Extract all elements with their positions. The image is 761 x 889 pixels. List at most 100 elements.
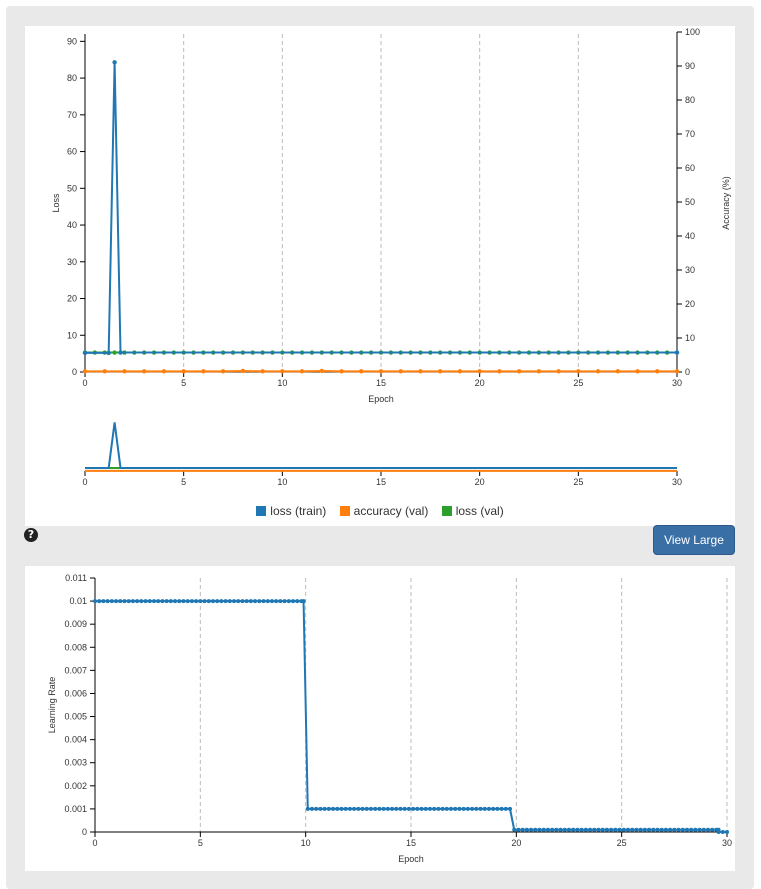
data-point <box>106 350 111 356</box>
data-point <box>360 806 365 811</box>
data-point <box>503 806 508 811</box>
data-point <box>309 806 314 811</box>
data-point <box>516 369 522 374</box>
data-point <box>436 806 441 811</box>
data-point <box>556 369 561 374</box>
data-point <box>322 806 327 811</box>
data-point <box>689 827 694 832</box>
data-point <box>516 827 521 832</box>
learning-rate-chart-panel: 0 5 10 15 20 25 30 0 0.001 0.002 0.003 0.004 0.005 0.… <box>25 566 735 871</box>
data-point <box>206 599 211 604</box>
x-tick-label: 0 <box>82 378 87 388</box>
loss-accuracy-chart-panel: 0 5 10 15 20 25 30 0 10 20 30 40 50 60 70 80 90 0 10 20 30 40… <box>25 26 735 526</box>
data-point <box>390 806 395 811</box>
data-point <box>592 827 597 832</box>
legend-item-loss-train[interactable]: loss (train) <box>256 504 326 518</box>
data-point <box>571 827 576 832</box>
data-point <box>427 806 432 811</box>
data-point <box>647 827 652 832</box>
data-point <box>495 806 500 811</box>
data-point <box>402 806 407 811</box>
x-axis-title: Epoch <box>398 854 424 864</box>
data-point <box>143 599 148 604</box>
y-tick-label: 60 <box>67 147 77 157</box>
data-point <box>244 599 249 604</box>
data-point <box>232 599 237 604</box>
data-point <box>194 599 199 604</box>
data-point <box>520 827 525 832</box>
data-point <box>343 806 348 811</box>
overview-x-tick-label: 30 <box>672 477 682 486</box>
legend-item-accuracy-val[interactable]: accuracy (val) <box>339 504 428 518</box>
data-point <box>126 599 131 604</box>
data-point <box>118 350 123 355</box>
y-right-tick-label: 100 <box>685 27 700 37</box>
data-point <box>114 599 119 604</box>
data-point <box>655 827 660 832</box>
data-point <box>453 806 458 811</box>
y-right-tick-label: 60 <box>685 163 695 173</box>
data-point <box>339 806 344 811</box>
data-point <box>595 369 601 374</box>
data-point <box>156 599 161 604</box>
data-point <box>122 369 127 374</box>
x-tick-label: 30 <box>672 378 682 388</box>
data-point <box>82 369 88 374</box>
data-point <box>545 827 550 832</box>
data-point <box>625 827 630 832</box>
overview-brush-chart[interactable]: 0 5 10 15 20 25 30 <box>25 406 735 486</box>
data-point <box>615 369 620 374</box>
data-point <box>693 827 698 832</box>
data-point <box>461 806 466 811</box>
data-point <box>562 827 567 832</box>
question-circle-icon[interactable]: ? <box>24 528 38 542</box>
data-point <box>613 827 618 832</box>
data-point <box>368 806 373 811</box>
data-point <box>465 806 470 811</box>
data-point <box>550 827 555 832</box>
data-point <box>440 806 445 811</box>
data-point <box>248 599 253 604</box>
x-tick-label: 15 <box>406 838 416 848</box>
data-point <box>536 369 542 374</box>
data-point <box>347 806 352 811</box>
data-point <box>701 827 706 832</box>
data-point <box>477 369 482 374</box>
x-tick-label: 10 <box>277 378 287 388</box>
data-point <box>423 806 428 811</box>
legend-item-loss-val[interactable]: loss (val) <box>441 504 504 518</box>
data-point <box>638 827 643 832</box>
data-point <box>82 350 88 356</box>
data-point <box>558 827 563 832</box>
data-point <box>684 827 689 832</box>
data-point <box>147 599 152 604</box>
data-point <box>600 827 605 832</box>
data-point <box>537 827 542 832</box>
overview-series-line <box>85 422 677 470</box>
data-point <box>524 827 529 832</box>
data-point <box>415 806 420 811</box>
data-point <box>630 827 635 832</box>
data-point <box>541 827 546 832</box>
data-point <box>588 827 593 832</box>
data-point <box>280 369 285 374</box>
data-point <box>474 806 479 811</box>
data-point <box>529 827 534 832</box>
data-point <box>135 599 140 604</box>
data-point <box>220 369 226 374</box>
y-right-tick-label: 70 <box>685 129 695 139</box>
data-point <box>151 599 156 604</box>
y-tick-label: 0.002 <box>64 781 87 791</box>
data-point <box>634 827 639 832</box>
data-point <box>105 599 110 604</box>
x-tick-label: 30 <box>722 838 732 848</box>
view-large-button[interactable]: View Large <box>653 525 735 555</box>
data-point <box>326 806 331 811</box>
data-point <box>102 369 107 374</box>
x-tick-label: 20 <box>511 838 521 848</box>
data-point <box>109 599 114 604</box>
data-point <box>398 369 403 374</box>
data-point <box>265 599 270 604</box>
data-point <box>260 369 265 374</box>
data-point <box>398 806 403 811</box>
